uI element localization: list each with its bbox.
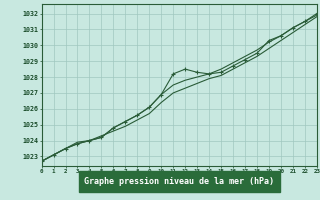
X-axis label: Graphe pression niveau de la mer (hPa): Graphe pression niveau de la mer (hPa) (84, 177, 274, 186)
